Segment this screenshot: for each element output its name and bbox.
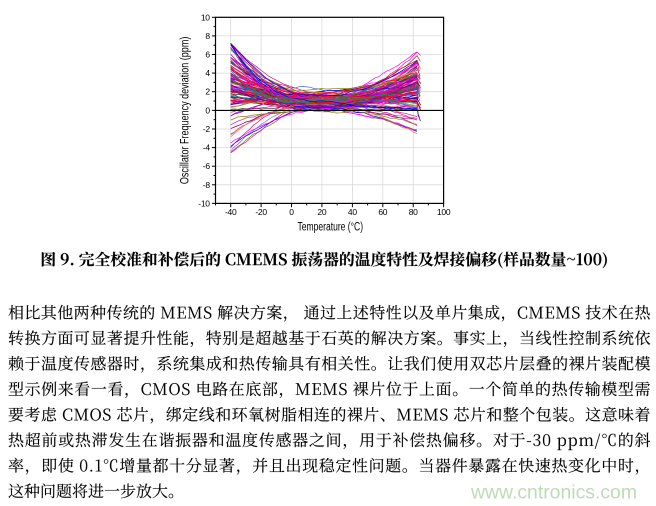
svg-text:10: 10 <box>201 12 210 22</box>
svg-text:-4: -4 <box>203 143 211 153</box>
svg-text:-10: -10 <box>198 198 210 208</box>
svg-text:100: 100 <box>437 207 451 217</box>
svg-text:-2: -2 <box>203 124 211 134</box>
svg-text:-20: -20 <box>255 207 267 217</box>
svg-text:0: 0 <box>205 105 210 115</box>
svg-text:20: 20 <box>317 207 326 217</box>
svg-text:2: 2 <box>205 87 210 97</box>
svg-text:60: 60 <box>378 207 387 217</box>
svg-text:Oscillator Frequency deviation: Oscillator Frequency deviation (ppm) <box>179 37 191 185</box>
svg-text:0: 0 <box>289 207 294 217</box>
svg-text:4: 4 <box>205 68 210 78</box>
svg-text:www.cntronics.com: www.cntronics.com <box>470 481 637 503</box>
svg-text:40: 40 <box>348 207 357 217</box>
svg-text:Temperature (°C): Temperature (°C) <box>298 221 364 233</box>
svg-text:80: 80 <box>409 207 418 217</box>
svg-text:-6: -6 <box>203 161 211 171</box>
svg-text:6: 6 <box>205 50 210 60</box>
svg-text:-8: -8 <box>203 180 211 190</box>
svg-text:-40: -40 <box>225 207 237 217</box>
svg-text:8: 8 <box>205 31 210 41</box>
